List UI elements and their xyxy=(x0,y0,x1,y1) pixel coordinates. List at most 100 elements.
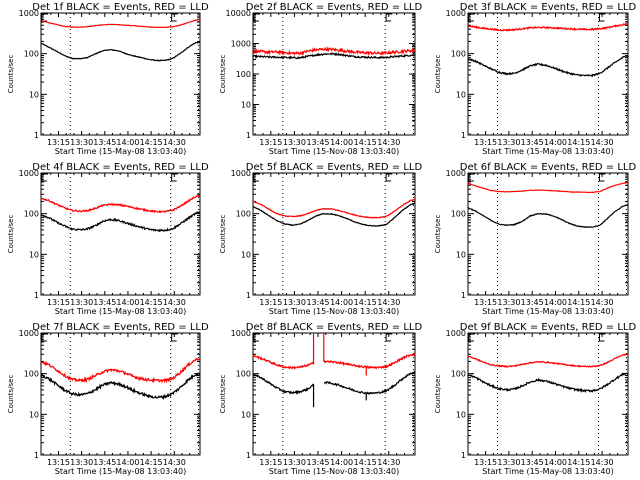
E-bracket-marker xyxy=(385,333,393,342)
y-tick-label: 1 xyxy=(246,131,251,140)
x-axis-label: Start Time (15-May-08 13:03:40) xyxy=(482,467,613,476)
x-tick-label: 13:15 xyxy=(259,298,282,307)
panel-det-2: Det 2f BLACK = Events, RED = LLD 1 10 100 10… xyxy=(219,2,422,156)
y-axis-label: Counts/sec xyxy=(219,375,227,414)
series-line-events xyxy=(40,211,201,233)
y-tick-label: 1000 xyxy=(446,9,466,18)
x-axis-label: Start Time (15-May-08 13:03:40) xyxy=(55,307,186,316)
x-tick-label: 14:00 xyxy=(330,298,353,307)
x-tick-label: 13:45 xyxy=(306,138,329,147)
x-tick-label: 14:00 xyxy=(116,138,139,147)
y-tick-label: 10 xyxy=(241,410,251,419)
series-line-events xyxy=(252,202,416,227)
y-tick-label: 100 xyxy=(24,210,39,219)
x-tick-label: 13:30 xyxy=(283,138,306,147)
x-tick-label: 14:00 xyxy=(544,138,567,147)
series-line-lld xyxy=(467,353,629,369)
x-tick-label: 13:15 xyxy=(259,458,282,467)
y-tick-label: 100 xyxy=(24,50,39,59)
x-tick-label: 14:00 xyxy=(116,298,139,307)
plot-frame xyxy=(40,332,201,456)
y-tick-label: 1000 xyxy=(446,329,466,338)
x-axis-label: Start Time (15-Nov-08 13:03:40) xyxy=(269,307,399,316)
panel-title: Det 7f BLACK = Events, RED = LLD xyxy=(32,322,209,333)
E-bracket-marker xyxy=(171,333,178,342)
E-bracket-marker xyxy=(468,173,475,182)
x-tick-label: 14:15 xyxy=(140,458,163,467)
plot-frame xyxy=(252,332,416,456)
y-tick-label: 1000 xyxy=(231,169,251,178)
E-bracket-marker xyxy=(468,13,475,22)
x-tick-label: 13:45 xyxy=(93,138,116,147)
x-axis-label: Start Time (15-May-08 13:03:40) xyxy=(55,467,186,476)
x-tick-label: 13:15 xyxy=(47,458,70,467)
y-tick-label: 10 xyxy=(241,250,251,259)
x-tick-label: 13:30 xyxy=(70,458,93,467)
y-tick-label: 10 xyxy=(241,101,251,110)
x-axis-label: Start Time (15-May-08 13:03:40) xyxy=(55,147,186,156)
x-tick-label: 14:15 xyxy=(567,138,590,147)
E-bracket-marker xyxy=(598,13,606,22)
x-tick-label: 14:15 xyxy=(140,138,163,147)
x-tick-label: 14:30 xyxy=(163,138,186,147)
y-tick-label: 1 xyxy=(246,291,251,300)
plot-frame xyxy=(467,12,629,136)
y-tick-label: 1 xyxy=(461,451,466,460)
x-tick-label: 14:00 xyxy=(544,298,567,307)
x-tick-label: 14:00 xyxy=(116,458,139,467)
panel-det-4: Det 4f BLACK = Events, RED = LLD 1 10 100 10… xyxy=(7,162,209,316)
y-tick-label: 10 xyxy=(29,410,39,419)
series-line-events xyxy=(467,55,628,78)
y-tick-label: 1000 xyxy=(446,169,466,178)
y-tick-label: 10 xyxy=(29,250,39,259)
x-tick-label: 13:30 xyxy=(70,138,93,147)
E-bracket-marker xyxy=(598,333,606,342)
x-axis-label: Start Time (15-Nov-08 13:03:40) xyxy=(269,467,399,476)
y-tick-label: 1 xyxy=(34,131,39,140)
y-axis-label: Counts/sec xyxy=(219,215,227,254)
y-tick-label: 1000 xyxy=(231,40,251,49)
x-axis-label: Start Time (15-Nov-08 13:03:40) xyxy=(269,147,399,156)
panel-det-8: Det 8f BLACK = Events, RED = LLD 1 10 100 10… xyxy=(219,322,422,476)
panel-title: Det 3f BLACK = Events, RED = LLD xyxy=(460,2,637,13)
x-tick-label: 14:15 xyxy=(567,298,590,307)
series-line-events xyxy=(40,41,201,62)
y-tick-label: 1 xyxy=(34,291,39,300)
E-bracket-marker xyxy=(598,173,606,182)
panel-title: Det 1f BLACK = Events, RED = LLD xyxy=(32,2,209,13)
x-tick-label: 14:30 xyxy=(377,138,400,147)
y-tick-label: 1000 xyxy=(231,329,251,338)
y-tick-label: 100 xyxy=(236,210,251,219)
y-tick-label: 100 xyxy=(236,370,251,379)
y-tick-label: 100 xyxy=(451,210,466,219)
x-tick-label: 13:30 xyxy=(283,298,306,307)
E-bracket-marker xyxy=(41,333,48,342)
series-line-lld xyxy=(41,18,201,29)
x-tick-label: 13:30 xyxy=(283,458,306,467)
E-bracket-marker xyxy=(171,13,178,22)
y-tick-label: 10 xyxy=(29,90,39,99)
x-tick-label: 14:00 xyxy=(544,458,567,467)
y-tick-label: 1 xyxy=(461,131,466,140)
y-axis-label: Counts/sec xyxy=(7,375,15,414)
x-tick-label: 14:30 xyxy=(163,298,186,307)
series-line-lld xyxy=(467,22,628,32)
y-axis-label: Counts/sec xyxy=(434,215,442,254)
panel-det-1: Det 1f BLACK = Events, RED = LLD 1 10 100 10… xyxy=(7,2,209,156)
x-tick-label: 14:30 xyxy=(591,138,614,147)
y-axis-label: Counts/sec xyxy=(434,55,442,94)
series-line-lld xyxy=(252,352,416,370)
plot-frame xyxy=(252,172,416,296)
plot-frame xyxy=(40,172,201,296)
x-tick-label: 13:30 xyxy=(497,458,520,467)
x-tick-label: 13:45 xyxy=(93,298,116,307)
y-axis-label: Counts/sec xyxy=(434,375,442,414)
series-line-events xyxy=(467,204,629,229)
x-tick-label: 13:30 xyxy=(70,298,93,307)
y-tick-label: 1 xyxy=(246,451,251,460)
y-tick-label: 10 xyxy=(456,90,466,99)
panel-title: Det 6f BLACK = Events, RED = LLD xyxy=(460,162,637,173)
panel-det-9: Det 9f BLACK = Events, RED = LLD 1 10 100 10… xyxy=(434,322,636,476)
panel-det-5: Det 5f BLACK = Events, RED = LLD 1 10 100 10… xyxy=(219,162,422,316)
x-tick-label: 13:45 xyxy=(93,458,116,467)
